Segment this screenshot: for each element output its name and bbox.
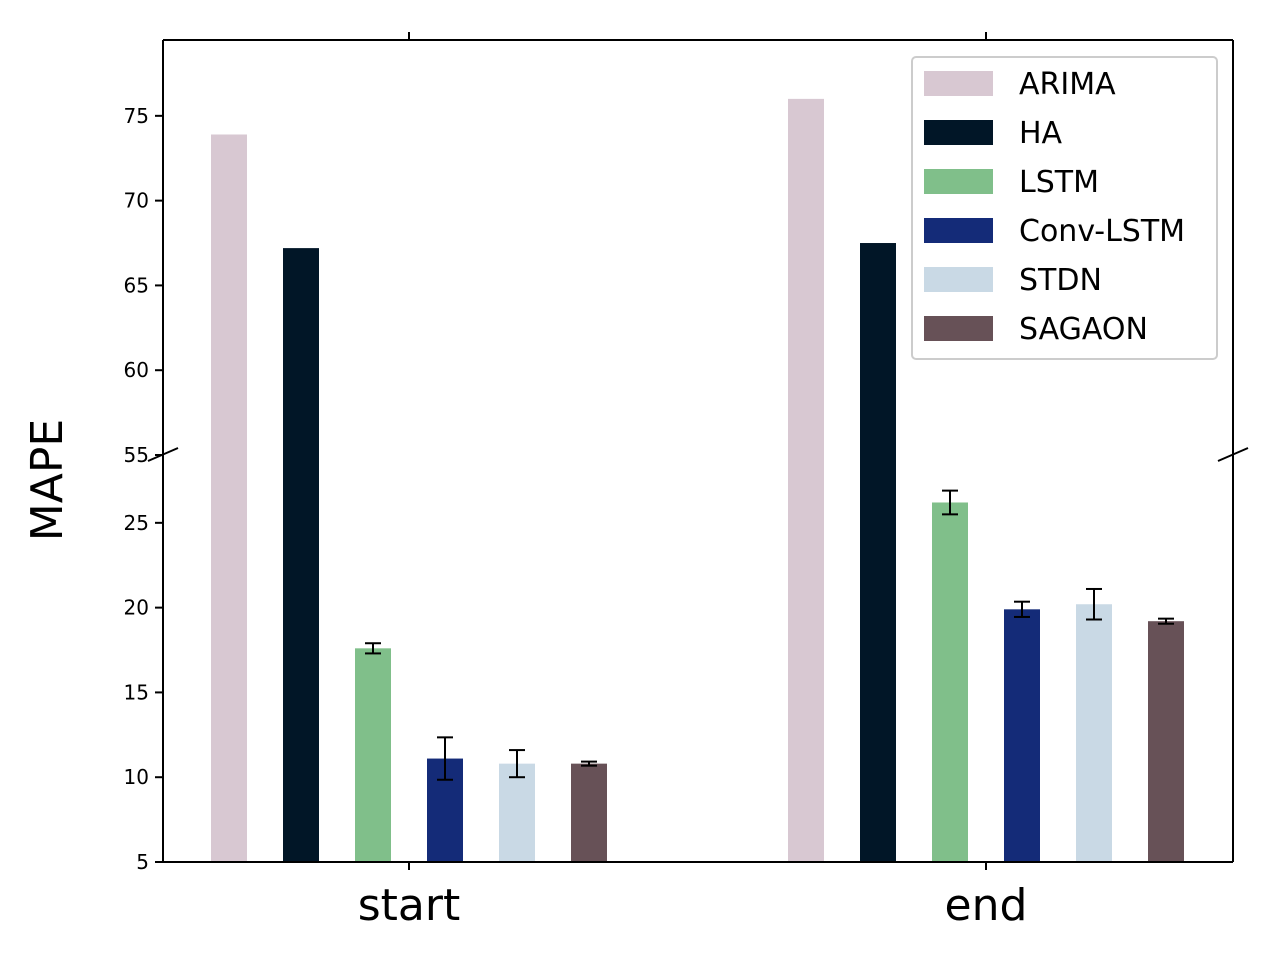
axis-break-right — [1217, 447, 1249, 462]
legend-label-sagaon: SAGAON — [1019, 312, 1148, 347]
y-tick-label-75: 75 — [124, 104, 149, 128]
legend-swatch-conv-lstm — [924, 218, 993, 243]
legend-label-ha: HA — [1019, 116, 1063, 151]
legend-item-conv-lstm: Conv-LSTM — [924, 214, 1185, 249]
axes-frame — [147, 32, 1249, 870]
y-tick-label-5: 5 — [136, 850, 149, 874]
y-tick-label-55: 55 — [124, 443, 149, 467]
legend-label-arima: ARIMA — [1019, 67, 1116, 102]
legend-item-arima: ARIMA — [924, 67, 1116, 102]
bar-conv-lstm-end — [1004, 609, 1040, 862]
legend-label-conv-lstm: Conv-LSTM — [1019, 214, 1185, 249]
legend-swatch-ha — [924, 120, 993, 145]
y-tick-label-10: 10 — [124, 765, 149, 789]
bars-layer — [211, 98, 1184, 863]
y-axis-label: MAPE — [22, 419, 73, 541]
error-bar-conv-lstm-end — [1014, 600, 1030, 618]
error-bar-sagaon-start — [581, 760, 597, 767]
y-tick-label-65: 65 — [124, 273, 149, 297]
error-bar-stdn-end — [1086, 587, 1102, 621]
legend-item-ha: HA — [924, 116, 1063, 151]
legend-swatch-lstm — [924, 169, 993, 194]
bar-ha-end — [860, 243, 896, 863]
bar-arima-end — [788, 98, 824, 862]
y-tick-label-20: 20 — [124, 596, 149, 620]
legend-label-stdn: STDN — [1019, 263, 1102, 298]
error-bar-lstm-start — [365, 642, 381, 655]
error-bar-stdn-start — [509, 749, 525, 779]
bar-sagaon-end — [1148, 621, 1184, 862]
legend-label-lstm: LSTM — [1019, 165, 1099, 200]
error-bar-lstm-end — [942, 489, 958, 516]
y-tick-label-60: 60 — [124, 358, 149, 382]
legend-swatch-sagaon — [924, 316, 993, 341]
category-label-start: start — [358, 880, 460, 931]
bar-stdn-end — [1076, 604, 1112, 862]
category-label-end: end — [945, 880, 1028, 931]
legend-swatch-arima — [924, 71, 993, 96]
legend-item-sagaon: SAGAON — [924, 312, 1148, 347]
bar-ha-start — [283, 248, 319, 862]
bar-lstm-end — [932, 502, 968, 862]
legend-swatch-stdn — [924, 267, 993, 292]
bar-lstm-start — [355, 648, 391, 862]
x-categories: start end — [358, 880, 1028, 931]
legend-item-stdn: STDN — [924, 263, 1102, 298]
error-bar-sagaon-end — [1158, 617, 1174, 625]
bar-stdn-start — [499, 763, 535, 862]
legend-item-lstm: LSTM — [924, 165, 1099, 200]
legend: ARIMA HA LSTM Conv-LSTM STDN SAGAON — [911, 56, 1218, 360]
y-ticks: 5 10 15 20 25 55 60 65 70 75 — [124, 104, 163, 874]
y-tick-label-25: 25 — [124, 511, 149, 535]
bar-sagaon-start — [571, 763, 607, 862]
y-tick-label-70: 70 — [124, 189, 149, 213]
error-bar-conv-lstm-start — [437, 736, 453, 781]
bar-arima-start — [211, 134, 247, 863]
y-tick-label-15: 15 — [124, 680, 149, 704]
